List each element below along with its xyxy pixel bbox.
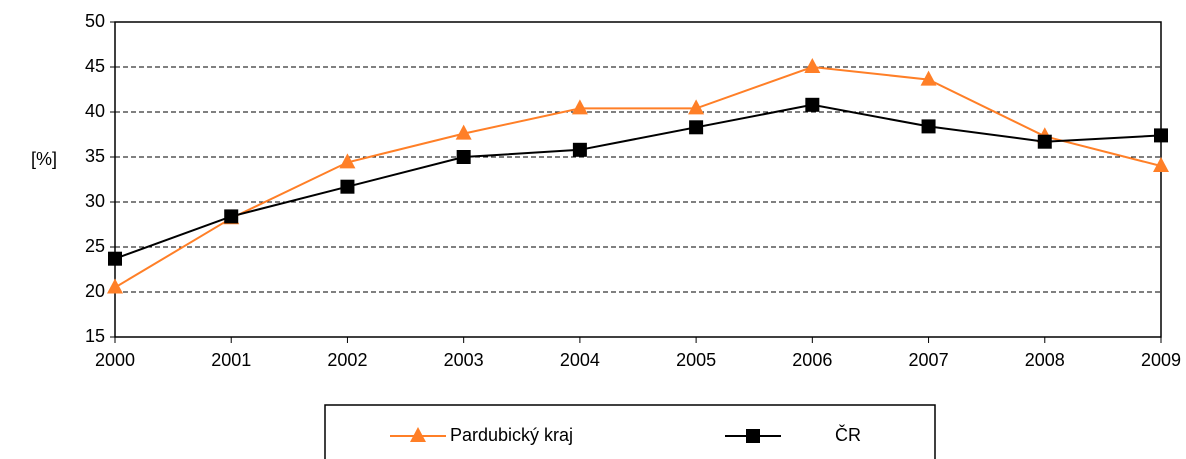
x-tick-label: 2006 — [792, 350, 832, 370]
line — [114, 103, 1162, 260]
legend-box — [324, 404, 936, 459]
x-tick-label: 2002 — [327, 350, 367, 370]
marker — [107, 278, 123, 294]
marker — [1153, 157, 1169, 172]
x-tick-label: 2001 — [211, 350, 251, 370]
y-tick-label: 15 — [85, 326, 105, 346]
line — [114, 65, 1162, 289]
marker — [1037, 134, 1052, 149]
legend-label: ČR — [835, 424, 861, 445]
marker — [572, 142, 587, 157]
x-tick-label: 2007 — [909, 350, 949, 370]
marker — [689, 120, 704, 135]
marker — [456, 150, 471, 164]
legend-label: Pardubický kraj — [450, 425, 573, 445]
x-tick-label: 2000 — [95, 350, 135, 370]
y-tick-label: 20 — [85, 281, 105, 301]
marker — [921, 119, 936, 134]
y-tick-label: 25 — [85, 236, 105, 256]
x-tick-label: 2004 — [560, 350, 600, 370]
x-tick-label: 2003 — [444, 350, 484, 370]
marker — [746, 429, 760, 443]
y-tick-label: 30 — [85, 191, 105, 211]
x-tick-label: 2005 — [676, 350, 716, 370]
marker — [920, 70, 937, 86]
marker — [571, 99, 588, 115]
marker — [410, 427, 426, 442]
marker — [224, 209, 239, 224]
y-axis-label: [%] — [31, 149, 57, 169]
y-tick-label: 50 — [85, 11, 105, 31]
marker — [455, 124, 472, 140]
marker — [340, 179, 355, 194]
marker — [339, 153, 356, 169]
y-tick-label: 40 — [85, 101, 105, 121]
marker — [108, 251, 122, 266]
marker — [804, 58, 821, 73]
marker — [688, 99, 705, 115]
marker — [1154, 128, 1168, 143]
y-tick-label: 45 — [85, 56, 105, 76]
x-tick-label: 2008 — [1025, 350, 1065, 370]
plot-frame — [114, 21, 1162, 338]
y-tick-label: 35 — [85, 146, 105, 166]
marker — [805, 97, 820, 112]
x-tick-label: 2009 — [1141, 350, 1181, 370]
